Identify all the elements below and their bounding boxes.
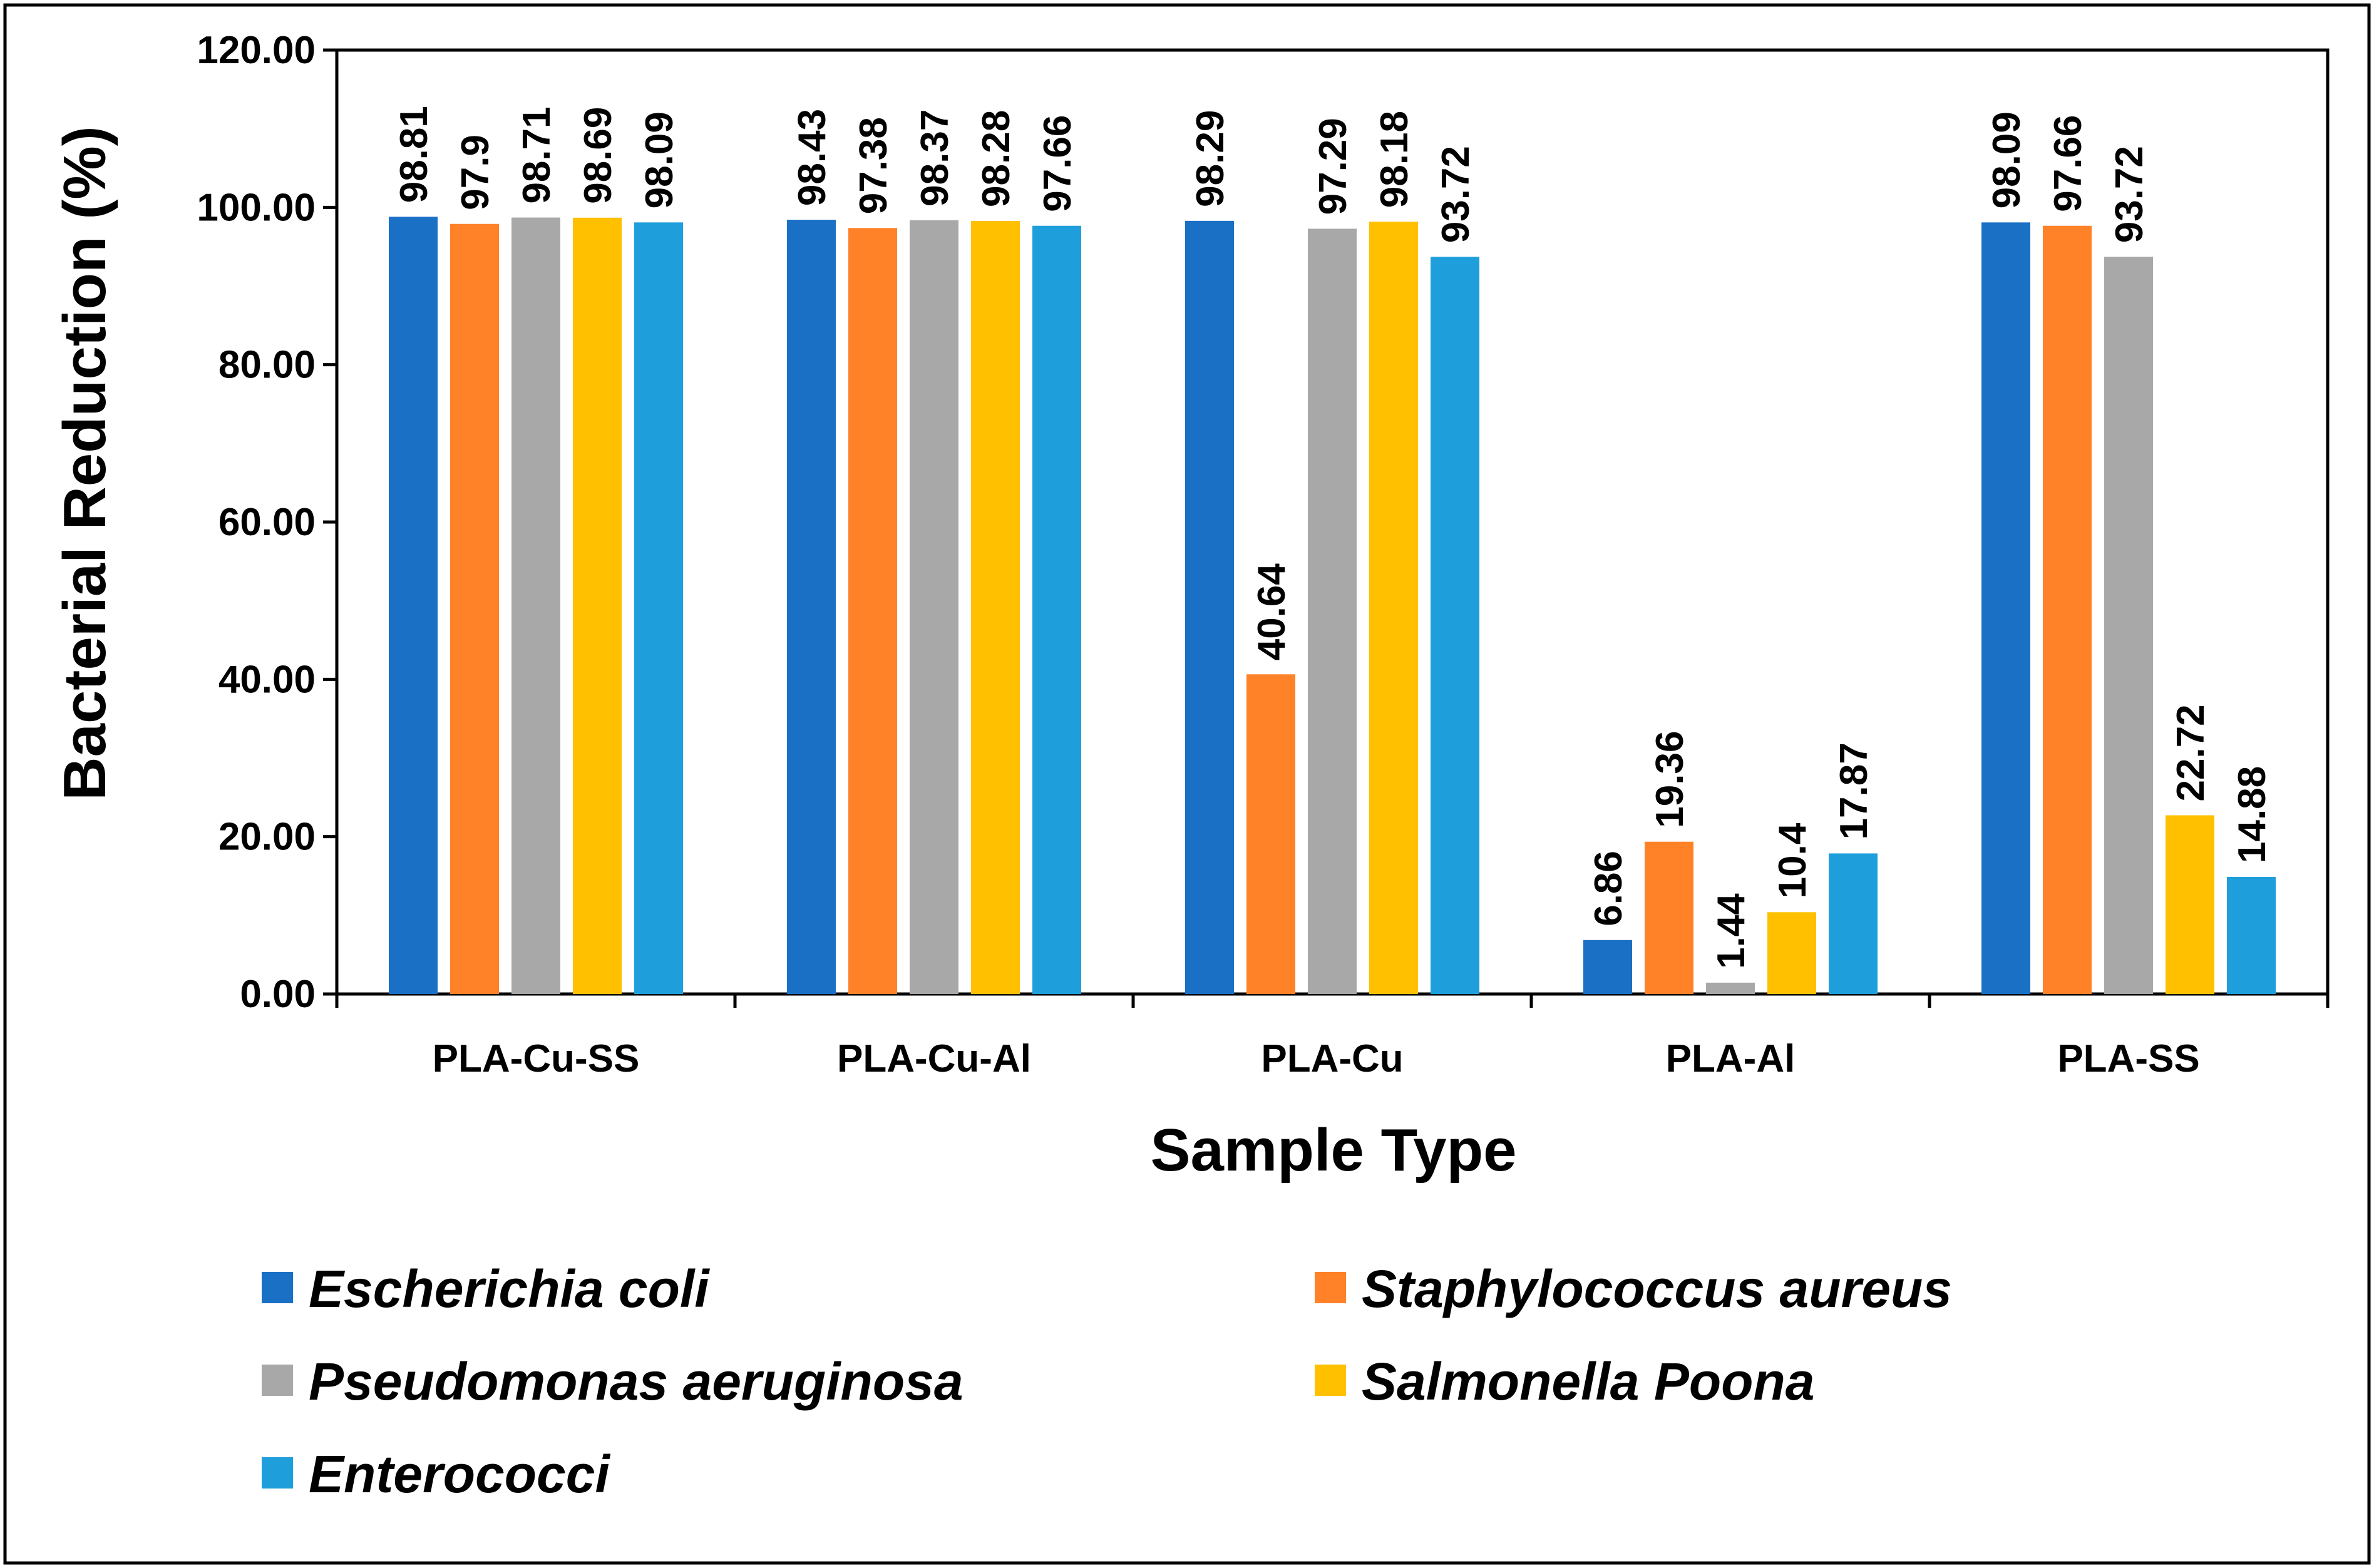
- data-label: 97.38: [852, 117, 895, 214]
- legend-label: Enterococci: [309, 1445, 610, 1504]
- x-category-label: PLA-Cu-SS: [433, 1037, 640, 1080]
- data-label: 19.36: [1648, 731, 1692, 828]
- y-tick-label: 100.00: [197, 186, 316, 229]
- bar: [1829, 853, 1878, 994]
- legend-label: Pseudomonas aeruginosa: [309, 1352, 963, 1411]
- data-label: 22.72: [2169, 704, 2212, 801]
- y-tick-label: 40.00: [218, 658, 316, 701]
- data-label: 98.09: [638, 111, 681, 208]
- x-category-label: PLA-Cu: [1261, 1037, 1403, 1080]
- legend-swatch: [1315, 1365, 1346, 1396]
- bar: [787, 220, 836, 994]
- x-category-label: PLA-SS: [2057, 1037, 2199, 1080]
- data-label: 98.37: [913, 110, 957, 207]
- data-label: 98.28: [975, 110, 1018, 207]
- data-label: 98.71: [515, 106, 558, 203]
- data-label: 98.81: [393, 106, 436, 203]
- y-tick-label: 20.00: [218, 816, 316, 859]
- data-label: 97.9: [454, 135, 497, 210]
- bar: [634, 222, 683, 994]
- data-label: 93.72: [2108, 146, 2151, 243]
- bar: [1431, 257, 1479, 995]
- data-label: 97.66: [2047, 115, 2090, 212]
- legend-label: Salmonella Poona: [1362, 1352, 1815, 1411]
- data-label: 98.18: [1373, 111, 1416, 208]
- legend-swatch: [262, 1365, 293, 1396]
- bar: [1981, 222, 2030, 994]
- y-tick-label: 80.00: [218, 344, 316, 387]
- bar: [2166, 815, 2214, 994]
- bar: [910, 220, 958, 994]
- bar: [511, 217, 560, 995]
- legend-label: Staphylococcus aureus: [1362, 1259, 1952, 1318]
- bar: [1369, 222, 1418, 994]
- data-label: 98.29: [1189, 110, 1232, 207]
- bar: [573, 217, 622, 994]
- y-axis-title: Bacterial Reduction (%): [51, 126, 118, 801]
- bar: [1583, 940, 1632, 994]
- bar: [1767, 912, 1816, 994]
- bar: [1308, 228, 1357, 994]
- legend-label: Escherichia coli: [309, 1259, 710, 1318]
- legend-swatch: [1315, 1272, 1346, 1303]
- y-tick-label: 60.00: [218, 501, 316, 544]
- data-label: 1.44: [1710, 893, 1753, 969]
- data-label: 93.72: [1434, 146, 1477, 243]
- y-tick-label: 120.00: [197, 29, 316, 72]
- data-label: 98.09: [1985, 111, 2028, 208]
- bar: [2104, 257, 2153, 995]
- legend-swatch: [262, 1272, 293, 1303]
- bar: [848, 228, 897, 994]
- bar: [1706, 982, 1755, 994]
- bar: [1246, 674, 1295, 994]
- bar: [1645, 841, 1693, 994]
- data-label: 98.69: [577, 107, 620, 204]
- data-label: 17.87: [1832, 742, 1876, 839]
- y-tick-label: 0.00: [240, 973, 316, 1016]
- bar: [971, 220, 1020, 994]
- legend-swatch: [262, 1457, 293, 1489]
- legend: Escherichia coli Staphylococcus aureus Pse…: [262, 1259, 1952, 1504]
- data-label: 40.64: [1250, 563, 1293, 661]
- data-label: 10.4: [1771, 822, 1814, 898]
- bar: [2043, 225, 2092, 995]
- bar: [2227, 877, 2276, 994]
- data-label: 98.43: [791, 109, 834, 206]
- data-label: 6.86: [1587, 851, 1630, 926]
- data-label: 14.88: [2231, 766, 2274, 863]
- x-category-label: PLA-Cu-Al: [837, 1037, 1031, 1080]
- x-axis-title: Sample Type: [1150, 1117, 1516, 1184]
- data-label: 97.29: [1312, 118, 1355, 215]
- bar: [1185, 220, 1234, 995]
- bar: [1032, 225, 1081, 995]
- bar: [389, 217, 438, 995]
- bar: [450, 223, 499, 994]
- x-category-label: PLA-Al: [1666, 1037, 1796, 1080]
- data-label: 97.66: [1036, 115, 1079, 212]
